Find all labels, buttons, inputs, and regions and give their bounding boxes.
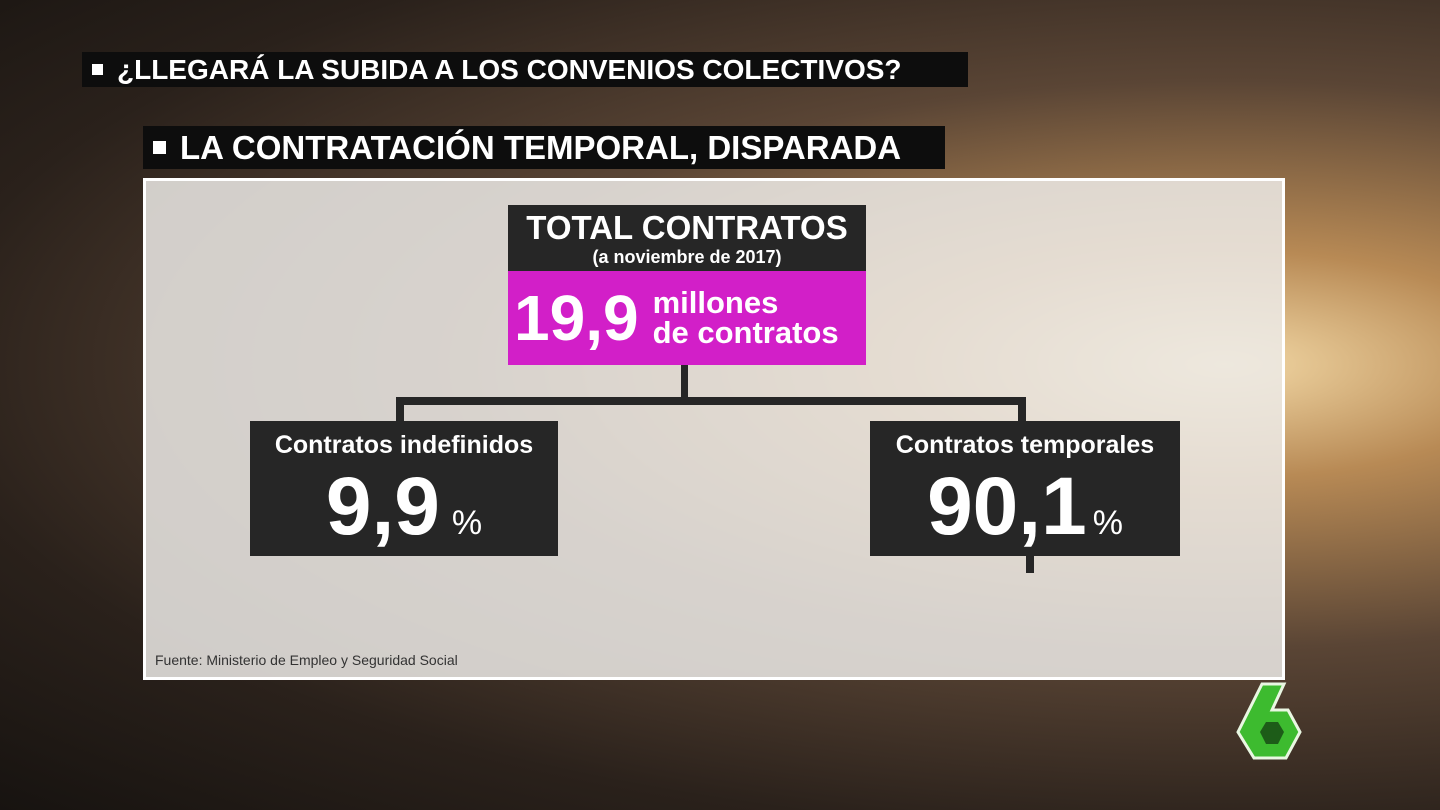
connector [1018, 397, 1026, 422]
headline-bar: LA CONTRATACIÓN TEMPORAL, DISPARADA [143, 126, 945, 169]
connector [396, 397, 404, 422]
branch-label: Contratos indefinidos [274, 431, 534, 459]
source: Fuente: Ministerio de Empleo y Seguridad… [155, 652, 458, 668]
branch-unit: % [451, 504, 483, 542]
logo-shape [1236, 682, 1302, 760]
total-value: 19,9 [514, 282, 639, 354]
branch-box: Contratos indefinidos 9,9% [250, 421, 558, 556]
headline: LA CONTRATACIÓN TEMPORAL, DISPARADA [180, 128, 902, 166]
logo-hole [1260, 722, 1284, 744]
branch-value: 90,1 [927, 461, 1087, 552]
total-box: 19,9 millones de contratos [508, 271, 866, 365]
channel-logo [1236, 682, 1302, 760]
total-header: TOTAL CONTRATOS (a noviembre de 2017) [508, 205, 866, 271]
connector [1026, 555, 1034, 573]
bullet [153, 141, 166, 154]
total-subtitle: (a noviembre de 2017) [592, 247, 782, 267]
unit-line: de contratos [652, 315, 839, 350]
branch-value: 9,9 [325, 461, 440, 552]
total-title: TOTAL CONTRATOS [526, 209, 848, 246]
bullet [92, 64, 103, 75]
connector [681, 365, 688, 402]
headline: ¿LLEGARÁ LA SUBIDA A LOS CONVENIOS COLEC… [117, 53, 902, 85]
branch-label: Contratos temporales [895, 431, 1155, 459]
unit-line: millones [652, 285, 779, 320]
branch-unit: % [1092, 504, 1123, 542]
connector [396, 397, 1026, 405]
branch-box: Contratos temporales 90,1% [870, 421, 1180, 556]
total-unit: millones de contratos [652, 285, 839, 350]
headline-bar: ¿LLEGARÁ LA SUBIDA A LOS CONVENIOS COLEC… [82, 52, 968, 87]
